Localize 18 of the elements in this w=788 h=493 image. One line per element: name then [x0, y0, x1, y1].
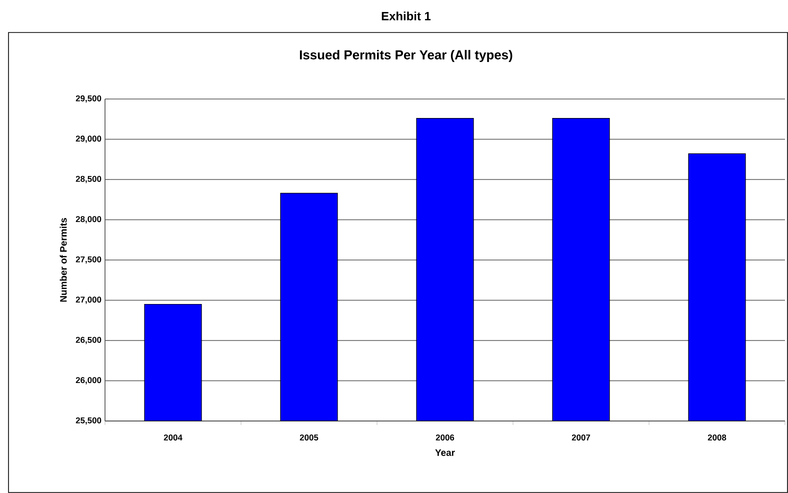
- y-tick-label: 28,500: [76, 176, 102, 184]
- y-tick-label: 25,500: [76, 417, 102, 425]
- y-tick-label: 27,500: [76, 256, 102, 264]
- y-tick-label: 27,000: [76, 296, 102, 304]
- x-tick-label: 2007: [572, 434, 590, 440]
- y-tick-label: 29,000: [76, 136, 102, 143]
- y-tick-label: 28,000: [76, 216, 102, 224]
- y-tick-label: 26,000: [76, 377, 102, 384]
- x-axis-title: Year: [435, 449, 455, 456]
- y-tick-label: 29,500: [76, 95, 102, 103]
- chart-subtitle: Issued Permits Per Year (All types): [300, 50, 512, 62]
- y-axis-title: Number of Permits: [60, 218, 67, 302]
- x-tick-label: 2005: [300, 434, 318, 440]
- x-tick-label: 2004: [164, 434, 182, 440]
- x-tick-label: 2008: [708, 434, 726, 440]
- y-tick-label: 26,500: [76, 336, 102, 344]
- x-tick-label: 2006: [436, 434, 454, 440]
- chart-title: Exhibit 1: [382, 12, 431, 20]
